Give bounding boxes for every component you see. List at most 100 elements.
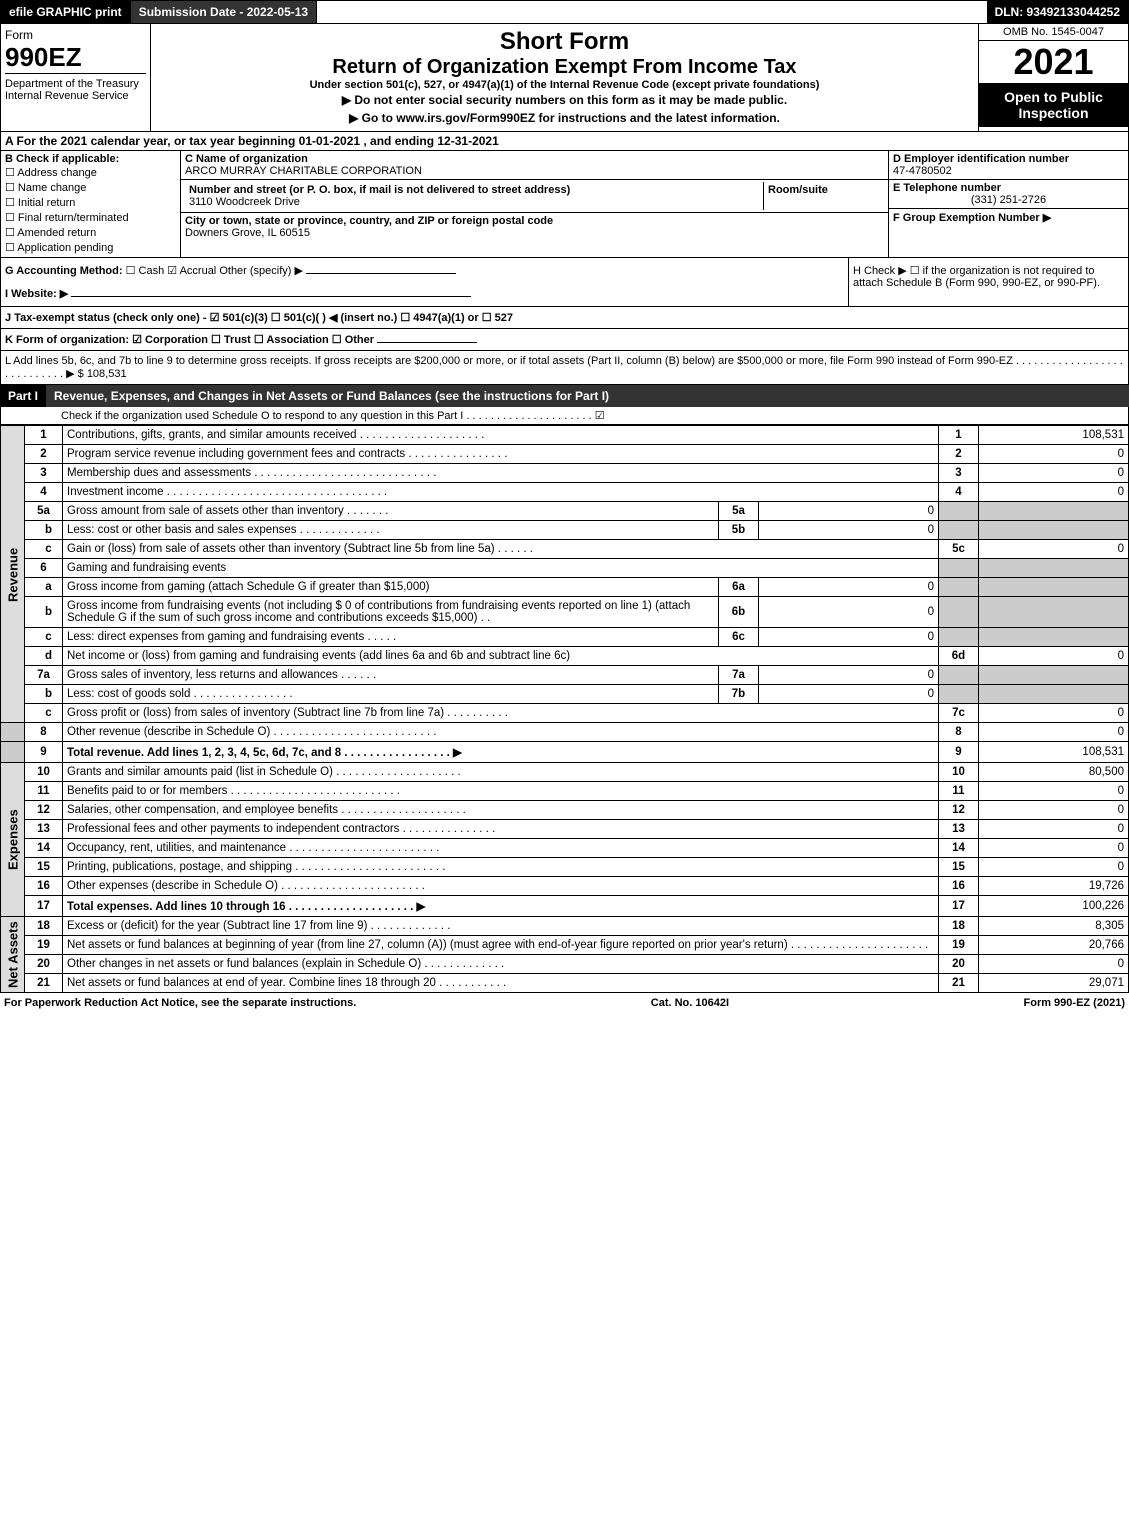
line-6b-num: b (25, 597, 63, 628)
revenue-section-label: Revenue (1, 426, 25, 723)
line-8-num: 8 (25, 723, 63, 742)
line-7a-greyval (979, 666, 1129, 685)
section-l-gross-receipts: L Add lines 5b, 6c, and 7b to line 9 to … (0, 351, 1129, 385)
line-12: 12Salaries, other compensation, and empl… (1, 801, 1129, 820)
line-2-rnum: 2 (939, 445, 979, 464)
line-5c-desc: Gain or (loss) from sale of assets other… (63, 540, 939, 559)
line-6a-midnum: 6a (719, 578, 759, 597)
section-j-text: J Tax-exempt status (check only one) - ☑… (5, 312, 513, 324)
line-3-desc: Membership dues and assessments . . . . … (63, 464, 939, 483)
line-9: 9Total revenue. Add lines 1, 2, 3, 4, 5c… (1, 742, 1129, 763)
line-15-desc: Printing, publications, postage, and shi… (63, 858, 939, 877)
line-3: 3Membership dues and assessments . . . .… (1, 464, 1129, 483)
line-21-rnum: 21 (939, 974, 979, 993)
line-6: 6Gaming and fundraising events (1, 559, 1129, 578)
line-6d-rnum: 6d (939, 647, 979, 666)
department-label: Department of the Treasury Internal Reve… (5, 73, 146, 102)
line-5a-num: 5a (25, 502, 63, 521)
line-8-spacer (1, 723, 25, 742)
line-16-val: 19,726 (979, 877, 1129, 896)
line-6d-val: 0 (979, 647, 1129, 666)
line-6c-midval: 0 (759, 628, 939, 647)
line-17-val: 100,226 (979, 896, 1129, 917)
efile-label: efile GRAPHIC print (1, 1, 131, 23)
line-6c-greyval (979, 628, 1129, 647)
line-12-val: 0 (979, 801, 1129, 820)
paperwork-notice: For Paperwork Reduction Act Notice, see … (4, 997, 356, 1009)
org-info-block: B Check if applicable: ☐ Address change … (0, 151, 1129, 258)
open-inspection-badge: Open to Public Inspection (979, 83, 1128, 127)
line-4-desc: Investment income . . . . . . . . . . . … (63, 483, 939, 502)
line-3-num: 3 (25, 464, 63, 483)
line-11-rnum: 11 (939, 782, 979, 801)
line-7c-desc: Gross profit or (loss) from sales of inv… (63, 704, 939, 723)
line-6b-midval: 0 (759, 597, 939, 628)
section-h-schedule-b: H Check ▶ ☐ if the organization is not r… (853, 265, 1100, 289)
line-14-desc: Occupancy, rent, utilities, and maintena… (63, 839, 939, 858)
line-7c: cGross profit or (loss) from sales of in… (1, 704, 1129, 723)
line-5b-desc: Less: cost or other basis and sales expe… (63, 521, 719, 540)
line-6c-num: c (25, 628, 63, 647)
line-17: 17Total expenses. Add lines 10 through 1… (1, 896, 1129, 917)
part-1-schedule-o-check: Check if the organization used Schedule … (61, 409, 605, 422)
line-16: 16Other expenses (describe in Schedule O… (1, 877, 1129, 896)
line-8: 8Other revenue (describe in Schedule O) … (1, 723, 1129, 742)
line-15-val: 0 (979, 858, 1129, 877)
line-11-desc: Benefits paid to or for members . . . . … (63, 782, 939, 801)
line-5b-grey (939, 521, 979, 540)
line-7b-midval: 0 (759, 685, 939, 704)
line-14-rnum: 14 (939, 839, 979, 858)
line-5a-desc: Gross amount from sale of assets other t… (63, 502, 719, 521)
line-18-num: 18 (25, 917, 63, 936)
line-2-num: 2 (25, 445, 63, 464)
section-g-label: G Accounting Method: (5, 265, 123, 277)
line-2: 2Program service revenue including gover… (1, 445, 1129, 464)
line-6d-desc: Net income or (loss) from gaming and fun… (63, 647, 939, 666)
submission-date-label: Submission Date - 2022-05-13 (131, 1, 317, 23)
line-6-desc: Gaming and fundraising events (63, 559, 939, 578)
line-2-val: 0 (979, 445, 1129, 464)
line-5b-midnum: 5b (719, 521, 759, 540)
catalog-number: Cat. No. 10642I (651, 997, 729, 1009)
section-i-website-label: I Website: ▶ (5, 288, 68, 300)
section-k-form-org: K Form of organization: ☑ Corporation ☐ … (0, 329, 1129, 351)
line-21-val: 29,071 (979, 974, 1129, 993)
line-18-rnum: 18 (939, 917, 979, 936)
line-3-val: 0 (979, 464, 1129, 483)
line-1-val: 108,531 (979, 426, 1129, 445)
line-6b-midnum: 6b (719, 597, 759, 628)
line-5a-midnum: 5a (719, 502, 759, 521)
line-20-num: 20 (25, 955, 63, 974)
part-1-header: Part I Revenue, Expenses, and Changes in… (0, 385, 1129, 407)
line-6b-desc: Gross income from fundraising events (no… (63, 597, 719, 628)
section-l-text: L Add lines 5b, 6c, and 7b to line 9 to … (5, 355, 1123, 380)
line-7b-grey (939, 685, 979, 704)
website-blank (71, 296, 471, 297)
line-11: 11Benefits paid to or for members . . . … (1, 782, 1129, 801)
line-16-num: 16 (25, 877, 63, 896)
line-7a-desc: Gross sales of inventory, less returns a… (63, 666, 719, 685)
form-header: Form 990EZ Department of the Treasury In… (0, 24, 1129, 132)
chk-address-change: ☐ Address change (5, 165, 176, 180)
room-suite-label: Room/suite (768, 184, 828, 196)
line-5b-num: b (25, 521, 63, 540)
netassets-section-label: Net Assets (1, 917, 25, 993)
line-13-rnum: 13 (939, 820, 979, 839)
line-10-rnum: 10 (939, 763, 979, 782)
line-17-desc: Total expenses. Add lines 10 through 16 … (63, 896, 939, 917)
line-12-rnum: 12 (939, 801, 979, 820)
accounting-accrual: ☑ Accrual (167, 265, 216, 277)
omb-number: OMB No. 1545-0047 (979, 24, 1128, 41)
line-20-desc: Other changes in net assets or fund bala… (63, 955, 939, 974)
line-7c-num: c (25, 704, 63, 723)
section-d-ein-label: D Employer identification number (893, 153, 1124, 165)
line-5b-midval: 0 (759, 521, 939, 540)
section-a-tax-year: A For the 2021 calendar year, or tax yea… (0, 132, 1129, 151)
line-6b-grey (939, 597, 979, 628)
line-7b-midnum: 7b (719, 685, 759, 704)
line-6d-num: d (25, 647, 63, 666)
line-7a-num: 7a (25, 666, 63, 685)
line-10-val: 80,500 (979, 763, 1129, 782)
section-b-label: B Check if applicable: (5, 153, 176, 165)
org-name: ARCO MURRAY CHARITABLE CORPORATION (185, 165, 884, 177)
